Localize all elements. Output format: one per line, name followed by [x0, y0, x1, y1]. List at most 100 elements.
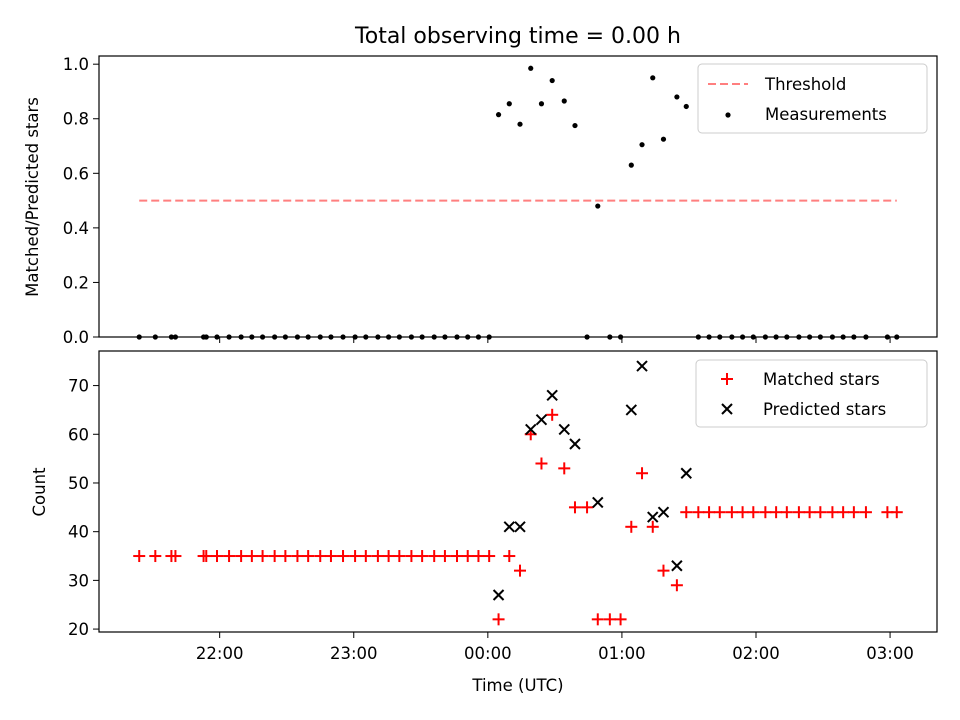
measurement-point: [660, 136, 667, 142]
predicted-star-marker-b: [657, 506, 670, 518]
measurement-point: [639, 142, 645, 148]
predicted-star-marker-b: [535, 413, 548, 426]
bottom-ytick-label-4: 60: [68, 425, 89, 444]
predicted-legend-label: Predicted stars: [763, 400, 886, 419]
predicted-star-marker: [657, 506, 670, 518]
matched-star-marker: [859, 506, 872, 519]
matched-star-marker: [847, 506, 860, 519]
matched-star-marker: [450, 550, 463, 563]
matched-star-marker: [803, 506, 816, 519]
top-ytick-label-4: 0.8: [63, 110, 89, 129]
predicted-star-marker-b: [558, 423, 570, 436]
top-ytick-label-2: 0.4: [63, 219, 89, 238]
measurement-point: [628, 162, 634, 168]
matched-star-marker: [223, 550, 236, 563]
matched-star-marker: [603, 613, 616, 626]
bottom-legend: Matched stars Predicted stars: [695, 359, 928, 428]
matched-star-marker: [438, 550, 451, 563]
measurement-point: [538, 101, 545, 107]
measurement-point: [595, 203, 601, 209]
matched-star-marker: [759, 506, 772, 519]
matched-star-marker: [703, 506, 716, 519]
matched-star-marker: [371, 550, 384, 563]
predicted-star-marker: [558, 423, 570, 436]
matched-star-marker: [780, 506, 793, 519]
bottom-plot: 20 30 40 50 60 70 22:00 23:00 00:00 01:00 02:00 03…: [30, 350, 938, 695]
bottom-xtick-label-3: 01:00: [598, 644, 646, 663]
predicted-star-marker: [535, 413, 548, 426]
predicted-star-marker: [671, 560, 683, 572]
matched-star-marker: [393, 550, 406, 563]
top-chart-title: Total observing time = 0.00 h: [354, 24, 681, 49]
matched-star-marker: [245, 550, 258, 563]
predicted-star-marker-b: [625, 404, 638, 416]
matched-star-marker: [546, 408, 559, 421]
count-points: [133, 360, 903, 626]
predicted-star-marker-b: [671, 560, 683, 572]
bottom-ylabel: Count: [30, 467, 49, 517]
matched-star-marker: [770, 506, 783, 519]
matched-legend-label: Matched stars: [763, 370, 880, 389]
matched-star-marker: [890, 506, 903, 519]
bottom-xlabel: Time (UTC): [471, 676, 563, 695]
measurement-point: [517, 121, 523, 127]
bottom-ytick-group: 20 30 40 50 60 70: [68, 377, 99, 639]
predicted-star-marker-b: [492, 589, 505, 601]
matched-star-marker: [736, 506, 749, 519]
predicted-star-marker: [492, 589, 505, 601]
matched-star-marker: [200, 550, 213, 563]
matched-star-marker: [169, 550, 182, 563]
matched-star-marker: [337, 550, 350, 563]
predicted-star-marker: [514, 521, 526, 533]
bottom-xtick-label-5: 03:00: [866, 644, 914, 663]
top-axes-frame: [98, 55, 938, 338]
matched-star-marker: [291, 550, 304, 563]
matched-star-marker: [581, 501, 594, 514]
measurement-point: [683, 103, 689, 110]
top-ytick-label-5: 1.0: [63, 55, 89, 74]
matched-star-marker: [472, 550, 485, 563]
top-ytick-group: 0.0 0.2 0.4 0.6 0.8 1.0: [63, 55, 99, 347]
predicted-star-marker-b: [569, 438, 581, 450]
matched-star-marker: [680, 506, 693, 519]
predicted-star-marker: [569, 438, 581, 450]
matched-star-marker: [792, 506, 805, 519]
matched-star-marker: [814, 506, 827, 519]
top-legend-box: [697, 63, 928, 134]
measurement-point: [549, 77, 555, 84]
predicted-star-marker-b: [592, 496, 604, 509]
predicted-star-marker: [647, 511, 659, 523]
matched-star-marker: [268, 550, 281, 563]
matched-star-marker: [492, 613, 505, 626]
predicted-star-marker: [680, 467, 692, 479]
bottom-xtick-label-1: 23:00: [330, 644, 378, 663]
matched-star-marker: [279, 550, 292, 563]
measurement-point: [674, 94, 680, 100]
bottom-xtick-label-4: 02:00: [732, 644, 780, 663]
top-ytick-label-3: 0.6: [63, 164, 89, 183]
matched-star-marker: [725, 506, 738, 519]
matched-star-marker: [514, 564, 527, 577]
matched-star-marker: [558, 462, 571, 475]
matched-star-marker: [133, 550, 146, 563]
measurement-point: [528, 65, 534, 71]
top-plot: 0.0 0.2 0.4 0.6 0.8 1.0 Matched/Predicted sta…: [23, 55, 938, 347]
matched-star-marker: [149, 550, 162, 563]
matched-star-marker: [837, 506, 850, 519]
top-ytick-label-0: 0.0: [63, 328, 89, 347]
matched-legend-swatch: [721, 373, 733, 385]
top-ytick-label-1: 0.2: [63, 273, 89, 292]
matched-star-marker: [349, 550, 362, 563]
bottom-xtick-group: 22:00 23:00 00:00 01:00 02:00 03:00: [196, 632, 914, 663]
matched-star-marker: [657, 564, 670, 577]
matched-star-marker: [405, 550, 418, 563]
bottom-ytick-label-1: 30: [68, 571, 89, 590]
matched-star-marker: [591, 613, 604, 626]
predicted-star-marker-b: [647, 511, 659, 523]
predicted-star-marker-b: [503, 521, 515, 533]
matched-star-marker: [314, 550, 327, 563]
top-legend: Threshold Measurements: [697, 63, 928, 134]
matched-star-marker: [235, 550, 248, 563]
matched-star-marker: [503, 550, 516, 563]
predicted-star-marker: [503, 521, 515, 533]
